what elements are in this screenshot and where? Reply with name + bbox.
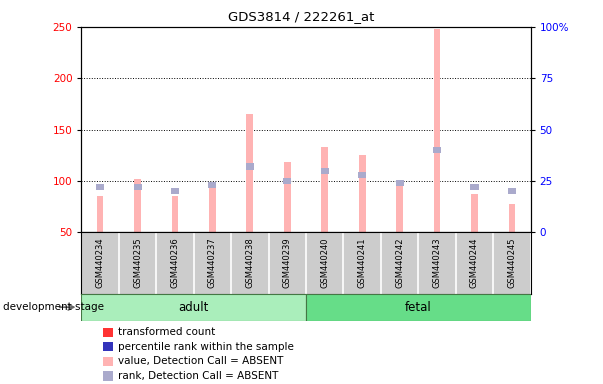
Text: development stage: development stage (3, 302, 104, 312)
Text: transformed count: transformed count (118, 327, 215, 337)
Text: GSM440239: GSM440239 (283, 237, 292, 288)
Bar (284, 162, 291, 232)
Bar (471, 194, 478, 232)
Text: GSM440244: GSM440244 (470, 237, 479, 288)
Bar (172, 196, 178, 232)
Text: GDS3814 / 222261_at: GDS3814 / 222261_at (229, 10, 374, 23)
Bar (396, 180, 403, 186)
Bar (508, 188, 516, 194)
Text: GSM440236: GSM440236 (171, 237, 180, 288)
Bar (96, 184, 104, 190)
Bar (306, 294, 531, 321)
Bar (209, 186, 216, 232)
Text: GSM440241: GSM440241 (358, 237, 367, 288)
Text: GSM440235: GSM440235 (133, 237, 142, 288)
Text: GSM440242: GSM440242 (395, 237, 404, 288)
Bar (396, 183, 403, 232)
Text: GSM440240: GSM440240 (320, 237, 329, 288)
Bar (358, 172, 366, 178)
Bar (470, 184, 479, 190)
Text: value, Detection Call = ABSENT: value, Detection Call = ABSENT (118, 356, 283, 366)
Bar (283, 178, 291, 184)
Text: GSM440243: GSM440243 (432, 237, 441, 288)
Bar (246, 164, 254, 170)
Text: fetal: fetal (405, 301, 432, 314)
Text: rank, Detection Call = ABSENT: rank, Detection Call = ABSENT (118, 371, 278, 381)
Bar (209, 182, 216, 188)
Bar (321, 167, 329, 174)
Bar (171, 188, 179, 194)
Text: percentile rank within the sample: percentile rank within the sample (118, 342, 294, 352)
Text: GSM440245: GSM440245 (507, 237, 516, 288)
Bar (247, 114, 253, 232)
Bar (133, 184, 142, 190)
Text: GSM440237: GSM440237 (208, 237, 217, 288)
Bar (134, 179, 141, 232)
Bar (81, 294, 306, 321)
Bar (96, 196, 104, 232)
Text: adult: adult (178, 301, 209, 314)
Text: GSM440238: GSM440238 (245, 237, 254, 288)
Bar (433, 147, 441, 153)
Bar (359, 155, 365, 232)
Bar (321, 147, 328, 232)
Bar (508, 204, 516, 232)
Bar (434, 29, 440, 232)
Text: GSM440234: GSM440234 (96, 237, 105, 288)
